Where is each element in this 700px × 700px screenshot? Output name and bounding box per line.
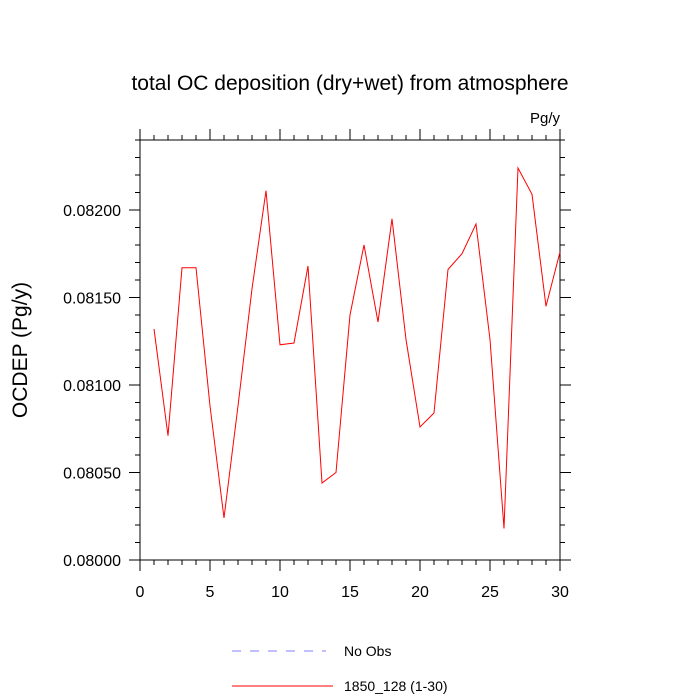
legend: No Obs 1850_128 (1-30) (232, 643, 448, 694)
axis-ticks (129, 129, 571, 571)
x-tick-label: 10 (271, 584, 289, 601)
x-tick-label: 15 (341, 584, 359, 601)
x-tick-label: 0 (136, 584, 145, 601)
x-tick-label: 25 (481, 584, 499, 601)
y-tick-label: 0.08200 (63, 203, 121, 220)
x-tick-label: 30 (551, 584, 569, 601)
y-tick-label: 0.08050 (63, 466, 121, 483)
y-axis-label: OCDEP (Pg/y) (9, 282, 32, 418)
y-tick-label: 0.08100 (63, 378, 121, 395)
y-tick-label: 0.08000 (63, 553, 121, 570)
x-tick-label: 5 (206, 584, 215, 601)
axis-tick-labels: 0 5 10 15 20 25 30 0.08000 0.08050 0.08100 0.08150… (63, 203, 569, 601)
x-tick-label: 20 (411, 584, 429, 601)
y-tick-label: 0.08150 (63, 291, 121, 308)
chart-title: total OC deposition (dry+wet) from atmos… (131, 72, 568, 95)
series-line (153, 166, 561, 529)
units-label: Pg/y (530, 110, 561, 127)
plot-frame (139, 139, 561, 561)
legend-label: No Obs (344, 643, 391, 659)
data-series (153, 166, 561, 529)
legend-label: 1850_128 (1-30) (344, 678, 448, 694)
